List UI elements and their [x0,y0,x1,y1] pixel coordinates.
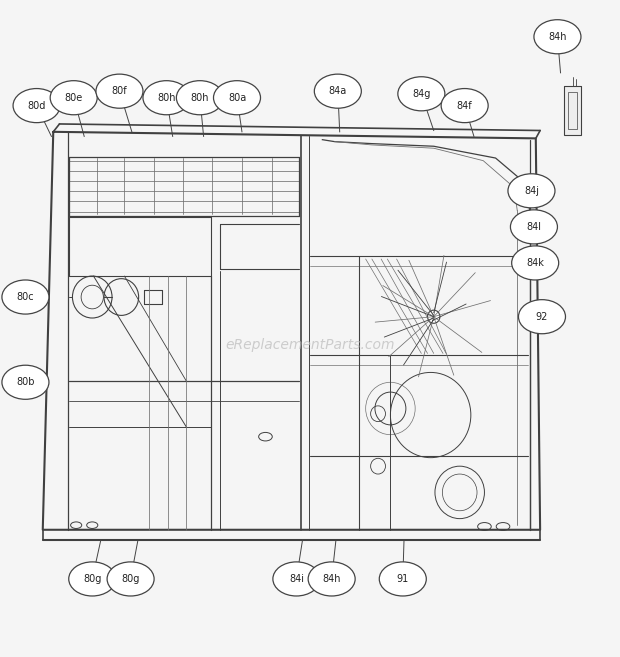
Text: 84l: 84l [526,222,541,232]
Ellipse shape [96,74,143,108]
Text: 84h: 84h [548,32,567,42]
Text: 80h: 80h [157,93,175,102]
Ellipse shape [13,89,60,123]
Ellipse shape [398,77,445,111]
Text: 80g: 80g [83,574,102,584]
Ellipse shape [2,365,49,399]
Ellipse shape [441,89,488,123]
Circle shape [428,310,440,323]
Text: 80b: 80b [16,377,35,387]
Text: eReplacementParts.com: eReplacementParts.com [225,338,395,352]
Ellipse shape [50,81,97,115]
Ellipse shape [213,81,260,115]
Text: 84k: 84k [526,258,544,268]
Ellipse shape [143,81,190,115]
Ellipse shape [518,300,565,334]
Ellipse shape [107,562,154,596]
Ellipse shape [512,246,559,280]
Ellipse shape [314,74,361,108]
Text: 84f: 84f [457,101,472,110]
Text: 84a: 84a [329,86,347,96]
Text: 80e: 80e [64,93,83,102]
Ellipse shape [508,173,555,208]
Ellipse shape [379,562,427,596]
Ellipse shape [510,210,557,244]
Text: 80c: 80c [17,292,34,302]
Text: 84i: 84i [289,574,304,584]
Ellipse shape [534,20,581,54]
Ellipse shape [308,562,355,596]
Text: 80f: 80f [112,86,127,96]
Text: 80h: 80h [190,93,209,102]
Text: 80d: 80d [27,101,46,110]
Ellipse shape [2,280,49,314]
Ellipse shape [176,81,223,115]
Text: 80g: 80g [122,574,140,584]
FancyBboxPatch shape [564,86,581,135]
Text: 84h: 84h [322,574,341,584]
Text: 84g: 84g [412,89,430,99]
Text: 84j: 84j [524,186,539,196]
Ellipse shape [273,562,320,596]
Text: 92: 92 [536,311,548,322]
Ellipse shape [69,562,116,596]
Text: 91: 91 [397,574,409,584]
Text: 80a: 80a [228,93,246,102]
